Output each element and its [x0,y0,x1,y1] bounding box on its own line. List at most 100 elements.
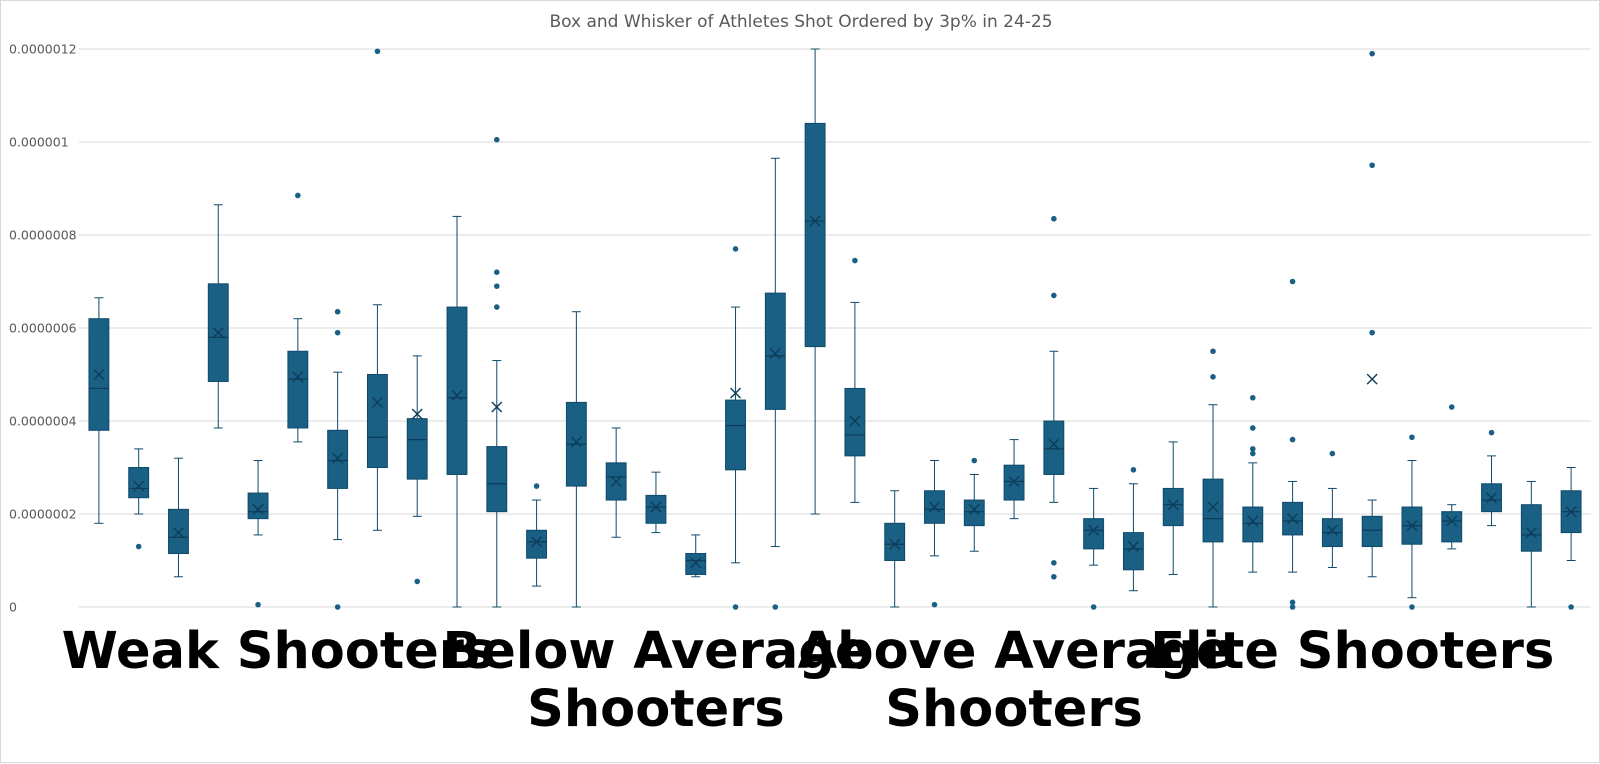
mean-marker [1088,524,1100,536]
mean-marker [1406,520,1418,532]
gridlines [79,48,1591,608]
iqr-box [725,399,746,471]
iqr-box [1003,464,1025,501]
outlier-point [1051,215,1057,222]
mean-marker [849,415,861,427]
group-label: Weak Shooters [62,622,495,681]
y-tick-label: 0 [9,600,17,615]
box-plot [526,483,548,587]
box-plot [1401,434,1423,610]
iqr-box [406,418,428,480]
mean-marker [1207,501,1219,513]
mean-marker [133,480,145,492]
outlier-point [334,308,341,315]
outlier-point [732,246,739,252]
mean-marker [1446,515,1458,527]
iqr-box [128,467,150,499]
box-plot [446,215,468,608]
iqr-box [168,508,189,555]
group-label: Elite Shooters [1150,622,1554,681]
mean-marker [610,475,622,487]
outlier-point [1249,450,1256,457]
y-tick-label: 0.0000004 [9,414,77,429]
iqr-box [446,306,468,475]
mean-marker [928,501,940,513]
iqr-box [1242,506,1264,543]
iqr-box [247,492,269,520]
outlier-point [1409,604,1415,610]
iqr-box [1122,532,1144,571]
outlier-point [493,304,500,310]
outlier-point [1289,599,1296,606]
outlier-point [414,578,421,585]
outlier-point [493,283,500,289]
box-plot [1520,480,1542,608]
outlier-point [852,257,858,264]
outlier-point [1249,446,1256,452]
outlier-point [1210,348,1216,355]
box-plot [287,192,309,443]
iqr-box [685,553,707,575]
box-plot [1441,404,1463,550]
iqr-box [1441,511,1463,543]
outlier-point [1051,560,1057,566]
group-label-line: Above Average [798,622,1231,681]
mean-marker [292,371,304,383]
box-plot [963,457,985,552]
group-label-line: Shooters [885,680,1143,739]
outlier-point [135,543,142,550]
outlier-point [295,192,301,199]
mean-marker [889,538,901,550]
box-plot [804,48,826,515]
outlier-point [1051,573,1057,580]
outlier-point [931,601,938,608]
box-plot [1083,487,1105,610]
iqr-box [963,499,985,527]
mean-marker [93,369,105,380]
mean-marker [1167,499,1179,511]
group-label-line: Below Average [442,622,869,681]
box-plot [88,297,110,524]
box-plot [128,448,150,550]
outlier-point [1289,278,1296,285]
box-plot [1122,467,1144,592]
outlier-point [1409,434,1415,441]
iqr-box [526,529,548,559]
box-plot [327,308,349,610]
outlier-point [1568,604,1574,610]
box-plot [1003,439,1025,520]
box-plot [1202,348,1224,608]
iqr-box [1162,487,1184,527]
outlier-point [334,329,341,336]
iqr-box [1520,504,1542,552]
mean-marker [252,503,264,515]
y-tick-label: 0.0000012 [9,42,77,57]
box-plot [924,460,945,608]
iqr-box [645,494,667,524]
mean-marker [531,536,543,548]
outlier-point [493,136,500,143]
iqr-box [764,292,786,410]
iqr-box [1202,478,1224,543]
box-plot [1043,215,1065,580]
chart-title: Box and Whisker of Athletes Shot Ordered… [549,12,1052,32]
outlier-point [1051,292,1057,299]
box-plot [207,204,229,429]
box-plot [1560,467,1582,610]
mean-marker [968,503,980,515]
iqr-box [327,429,349,489]
outlier-point [1130,467,1137,473]
mean-marker [1366,373,1378,385]
outlier-point [1249,425,1256,431]
mean-marker [1486,492,1498,504]
outlier-point [1289,604,1296,610]
outlier-point [493,269,500,276]
outlier-point [772,604,779,610]
outlier-point [374,48,381,55]
outlier-point [1488,429,1495,436]
iqr-box [486,446,508,513]
box-plot [1361,50,1383,578]
